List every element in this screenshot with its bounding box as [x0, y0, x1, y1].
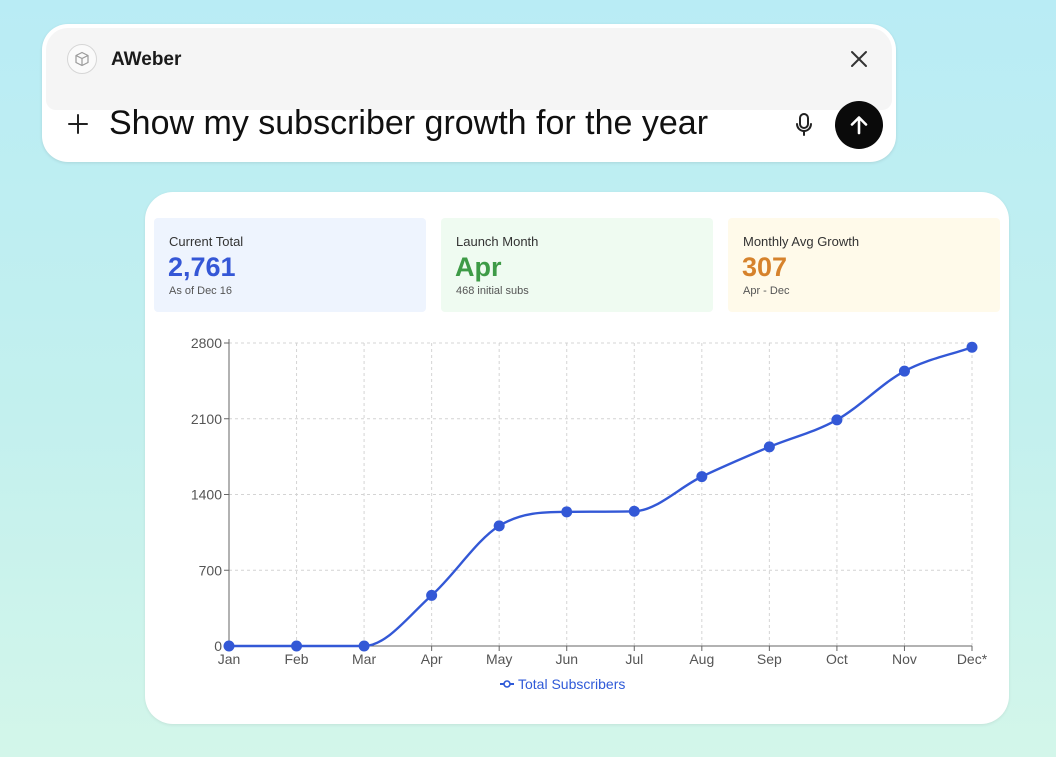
data-point [696, 471, 708, 483]
prompt-card: AWeber Show my subscriber growth for the… [42, 24, 896, 162]
stat-current-total: Current Total 2,761 As of Dec 16 [154, 218, 426, 312]
x-tick-label: Dec* [957, 651, 988, 667]
x-tick-label: Jul [625, 651, 643, 667]
y-tick-label: 0 [214, 638, 222, 654]
y-tick-label: 2100 [191, 411, 222, 427]
x-tick-label: Mar [352, 651, 376, 667]
stat-value: 307 [742, 252, 788, 282]
x-tick-label: Aug [689, 651, 714, 667]
x-tick-label: Apr [421, 651, 443, 667]
data-point [291, 640, 303, 652]
data-point [493, 520, 505, 532]
data-point [426, 589, 438, 601]
x-tick-label: May [486, 651, 512, 667]
data-point [561, 506, 573, 518]
data-point [966, 341, 978, 353]
stat-label: Monthly Avg Growth [743, 234, 860, 249]
legend-line-icon [500, 680, 514, 688]
arrow-up-icon [850, 116, 868, 135]
prompt-header: AWeber [46, 28, 892, 110]
send-button[interactable] [835, 101, 883, 149]
legend-total-subscribers[interactable]: Total Subscribers [500, 676, 625, 692]
app-name: AWeber [111, 49, 182, 70]
data-point [763, 441, 775, 453]
x-tick-label: Sep [757, 651, 782, 667]
y-tick-label: 700 [199, 562, 223, 578]
stat-value: 2,761 [168, 252, 236, 282]
prompt-input[interactable]: Show my subscriber growth for the year [109, 104, 709, 142]
microphone-icon[interactable] [790, 110, 818, 140]
x-tick-label: Oct [826, 651, 848, 667]
data-point [223, 640, 235, 652]
x-tick-label: Feb [284, 651, 308, 667]
data-point [358, 640, 370, 652]
close-icon[interactable] [846, 46, 872, 72]
stat-sub: Apr - Dec [743, 285, 790, 297]
stat-sub: 468 initial subs [456, 285, 529, 297]
y-tick-label: 1400 [191, 487, 222, 503]
stat-label: Current Total [169, 234, 244, 249]
cube-icon [67, 44, 97, 74]
stat-monthly-avg-growth: Monthly Avg Growth 307 Apr - Dec [728, 218, 1000, 312]
data-point [628, 505, 640, 517]
x-tick-label: Nov [892, 651, 917, 667]
stat-sub: As of Dec 16 [169, 285, 232, 297]
plus-icon[interactable] [64, 110, 92, 138]
y-tick-label: 2800 [191, 335, 222, 351]
chart-card: Current Total 2,761 As of Dec 16 Launch … [145, 192, 1009, 724]
series-line [228, 346, 973, 648]
x-tick-label: Jun [555, 651, 578, 667]
data-point [831, 414, 843, 426]
stat-value: Apr [455, 252, 502, 282]
line-chart: 0 700 1400 2100 2800 Jan Feb Mar Apr May Jun Jul Aug… [191, 335, 988, 667]
stat-label: Launch Month [456, 234, 539, 249]
legend-label: Total Subscribers [518, 676, 626, 692]
data-point [898, 365, 910, 377]
stat-launch-month: Launch Month Apr 468 initial subs [441, 218, 713, 312]
x-tick-label: Jan [218, 651, 241, 667]
